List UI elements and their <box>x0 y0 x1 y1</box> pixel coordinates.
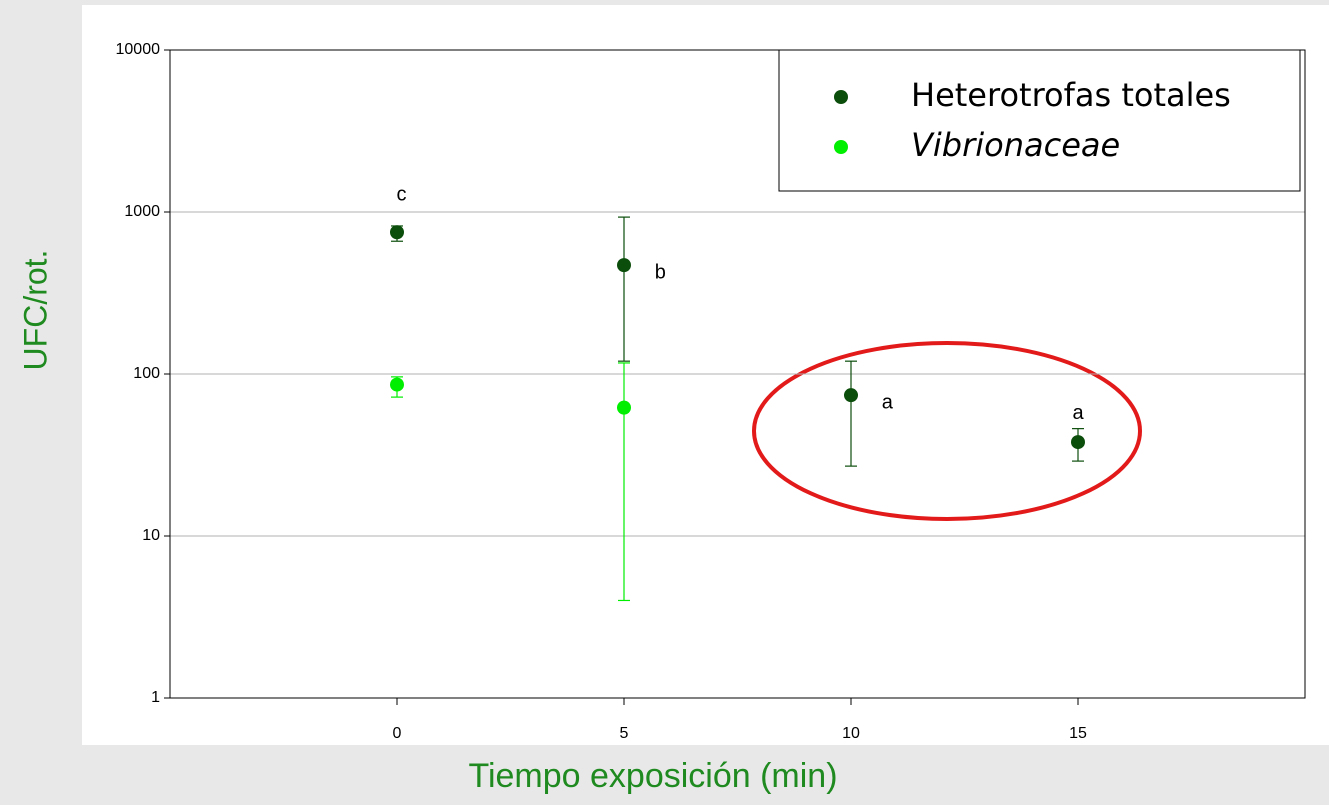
y-axis-label: UFC/rot. <box>17 250 53 371</box>
point <box>617 258 631 273</box>
plot-frame <box>169 49 1306 699</box>
legend-marker <box>834 90 848 104</box>
legend-box <box>778 49 1301 192</box>
point <box>617 400 631 415</box>
x-tick-label: 10 <box>842 725 860 742</box>
annotation: a <box>1072 402 1084 424</box>
legend-marker <box>834 140 848 154</box>
legend-label: Heterotrofas totales <box>911 76 1231 114</box>
y-tick-label: 10 <box>142 527 160 544</box>
point <box>390 225 404 240</box>
annotation: c <box>397 183 407 205</box>
annotation: b <box>655 261 666 283</box>
y-tick-label: 1 <box>151 689 160 706</box>
y-tick-label: 100 <box>133 365 160 382</box>
x-tick-label: 15 <box>1069 725 1087 742</box>
annotation: a <box>882 392 894 414</box>
y-tick-label: 1000 <box>124 203 160 220</box>
highlight-ellipse <box>752 341 1142 521</box>
point <box>844 388 858 403</box>
x-tick-label: 0 <box>393 725 402 742</box>
x-tick-label: 5 <box>620 725 629 742</box>
x-axis-label: Tiempo exposición (min) <box>468 757 837 795</box>
point <box>390 377 404 392</box>
legend-label: Vibrionaceae <box>911 126 1120 164</box>
y-tick-label: 10000 <box>116 41 161 58</box>
point <box>1071 435 1085 450</box>
